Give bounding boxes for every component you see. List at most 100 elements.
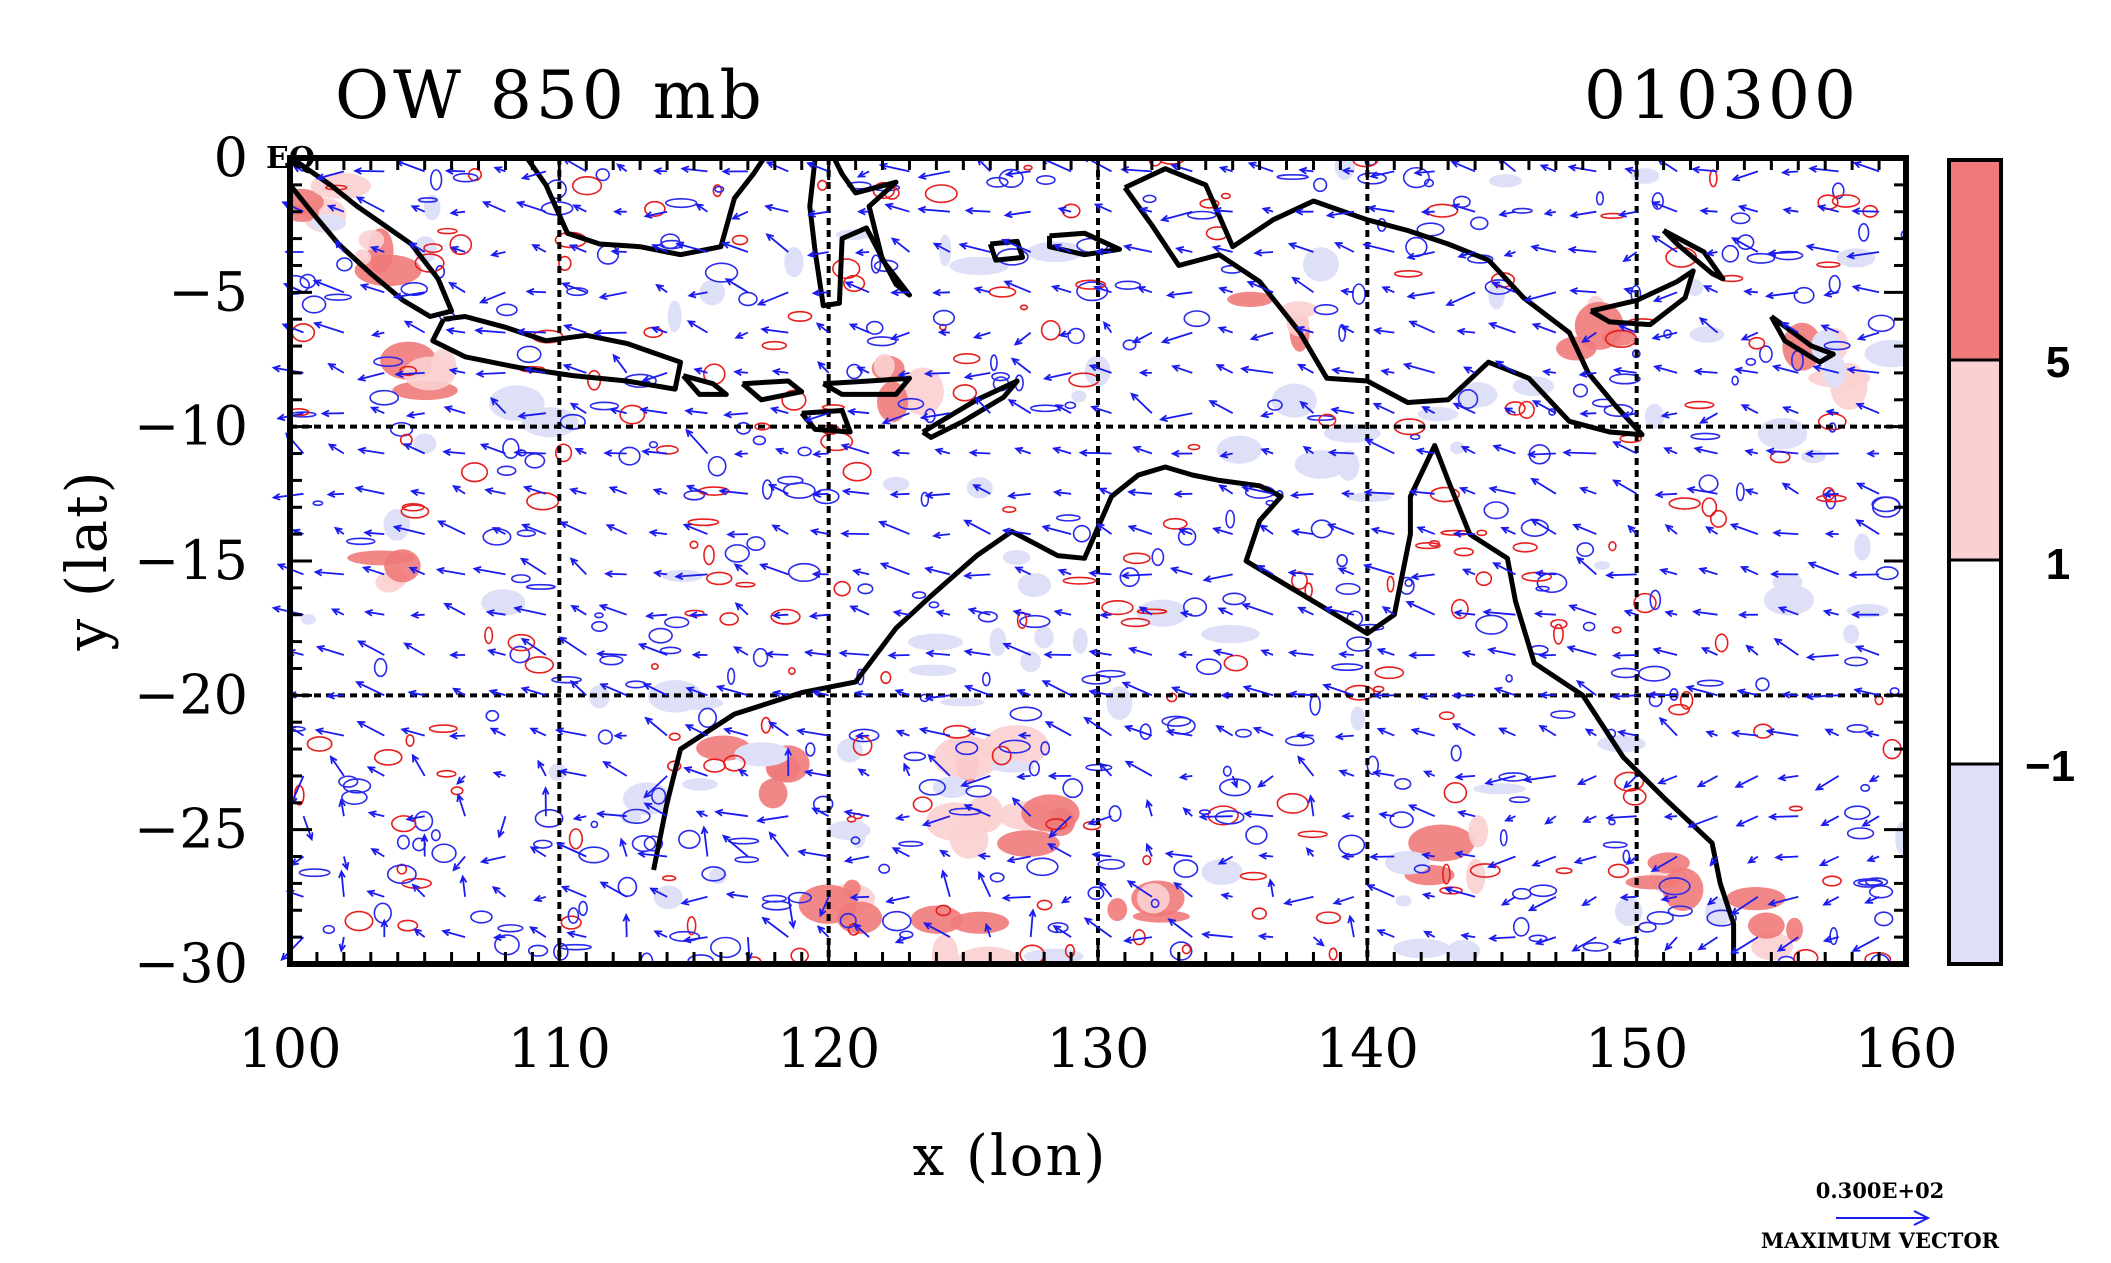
wind-vector bbox=[1700, 647, 1718, 656]
wind-vector bbox=[733, 450, 748, 458]
wind-vector bbox=[1568, 604, 1597, 616]
wind-vector bbox=[1822, 608, 1839, 617]
wind-vector bbox=[403, 642, 426, 656]
positive-contour bbox=[952, 384, 978, 402]
wind-vector bbox=[1491, 281, 1516, 294]
wind-vector bbox=[921, 815, 951, 827]
wind-vector bbox=[1347, 914, 1355, 938]
negative-contour bbox=[805, 742, 816, 757]
negative-contour bbox=[336, 257, 353, 272]
wind-vector bbox=[1159, 210, 1193, 223]
wind-vector bbox=[1612, 936, 1637, 945]
negative-contour bbox=[1696, 679, 1724, 687]
wind-vector bbox=[767, 484, 789, 495]
equator-label: EQ bbox=[266, 141, 315, 176]
negative-contour bbox=[998, 739, 1031, 754]
wind-vector bbox=[1663, 812, 1678, 821]
wind-vector bbox=[972, 484, 991, 495]
negative-vorticity-patch bbox=[784, 246, 804, 278]
wind-vector bbox=[894, 813, 910, 822]
negative-contour bbox=[594, 612, 604, 619]
wind-vector bbox=[492, 770, 506, 779]
positive-contour bbox=[703, 758, 726, 773]
wind-vector bbox=[1370, 526, 1395, 535]
wind-vector bbox=[1737, 204, 1759, 213]
wind-vector bbox=[1406, 251, 1435, 261]
x-tick-label: 140 bbox=[1316, 1017, 1419, 1080]
negative-contour bbox=[497, 924, 524, 933]
y-tick-label: −25 bbox=[134, 798, 248, 861]
wind-vector bbox=[400, 727, 425, 737]
wind-vector bbox=[366, 889, 385, 898]
wind-vector bbox=[811, 689, 829, 697]
wind-vector bbox=[326, 490, 344, 499]
wind-vector bbox=[1739, 566, 1759, 576]
wind-vector bbox=[1123, 936, 1153, 944]
wind-vector bbox=[1457, 251, 1476, 259]
negative-contour bbox=[1505, 674, 1513, 683]
wind-vector bbox=[1220, 892, 1233, 900]
negative-contour bbox=[1114, 280, 1142, 290]
wind-vector bbox=[320, 409, 344, 418]
wind-vector bbox=[1041, 680, 1072, 697]
wind-vector bbox=[1247, 161, 1274, 173]
wind-vector bbox=[963, 804, 991, 818]
negative-contour bbox=[865, 320, 884, 335]
negative-vorticity-patch bbox=[1106, 686, 1133, 721]
negative-contour bbox=[1122, 339, 1137, 351]
wind-vector bbox=[1322, 683, 1355, 697]
positive-contour bbox=[1276, 793, 1309, 814]
wind-vector bbox=[1816, 204, 1839, 213]
wind-vector bbox=[685, 484, 708, 495]
positive-contour bbox=[428, 724, 458, 734]
wind-vector bbox=[723, 727, 749, 737]
negative-vorticity-patch bbox=[1017, 572, 1052, 597]
wind-vector bbox=[1861, 815, 1880, 827]
positive-contour bbox=[880, 671, 892, 685]
wind-vector bbox=[917, 205, 950, 214]
negative-contour bbox=[761, 900, 792, 911]
negative-contour bbox=[1844, 656, 1869, 667]
positive-contour bbox=[781, 389, 807, 411]
negative-contour bbox=[1119, 567, 1140, 588]
wind-vector bbox=[409, 488, 425, 497]
colorbar-frame bbox=[1947, 158, 2003, 966]
wind-vector bbox=[356, 640, 385, 656]
wind-vector bbox=[1864, 895, 1880, 904]
wind-vector bbox=[892, 609, 910, 617]
positive-vorticity-patch bbox=[901, 367, 944, 416]
wind-vector bbox=[1650, 855, 1678, 873]
positive-vorticity-patch bbox=[836, 901, 883, 935]
wind-vector bbox=[1340, 852, 1354, 861]
wind-vector bbox=[1734, 775, 1759, 788]
positive-contour bbox=[397, 919, 419, 932]
wind-vector bbox=[1052, 924, 1072, 938]
wind-vector bbox=[1098, 880, 1113, 898]
negative-contour bbox=[1450, 744, 1462, 762]
wind-vector bbox=[1058, 330, 1072, 338]
negative-contour bbox=[559, 413, 586, 430]
negative-contour bbox=[511, 574, 531, 584]
wind-vector bbox=[1288, 690, 1314, 699]
negative-contour bbox=[1218, 778, 1251, 797]
positive-contour bbox=[1162, 517, 1188, 530]
negative-contour bbox=[928, 601, 940, 609]
wind-vector bbox=[1173, 490, 1193, 498]
positive-contour bbox=[436, 769, 457, 778]
wind-vector bbox=[1504, 814, 1516, 822]
wind-vector bbox=[1623, 775, 1638, 789]
negative-contour bbox=[1631, 349, 1641, 359]
wind-vector bbox=[1456, 327, 1476, 336]
positive-contour bbox=[833, 580, 851, 597]
wind-vector bbox=[1774, 853, 1799, 862]
wind-vector bbox=[1822, 490, 1839, 499]
wind-vector bbox=[1420, 208, 1435, 216]
wind-vector bbox=[894, 936, 910, 944]
negative-contour bbox=[1649, 589, 1662, 611]
negative-contour bbox=[1499, 829, 1508, 847]
positive-contour bbox=[761, 340, 788, 351]
wind-vector bbox=[968, 449, 991, 457]
wind-vector bbox=[655, 283, 668, 294]
wind-vector bbox=[410, 205, 426, 213]
negative-contour bbox=[1067, 327, 1085, 345]
